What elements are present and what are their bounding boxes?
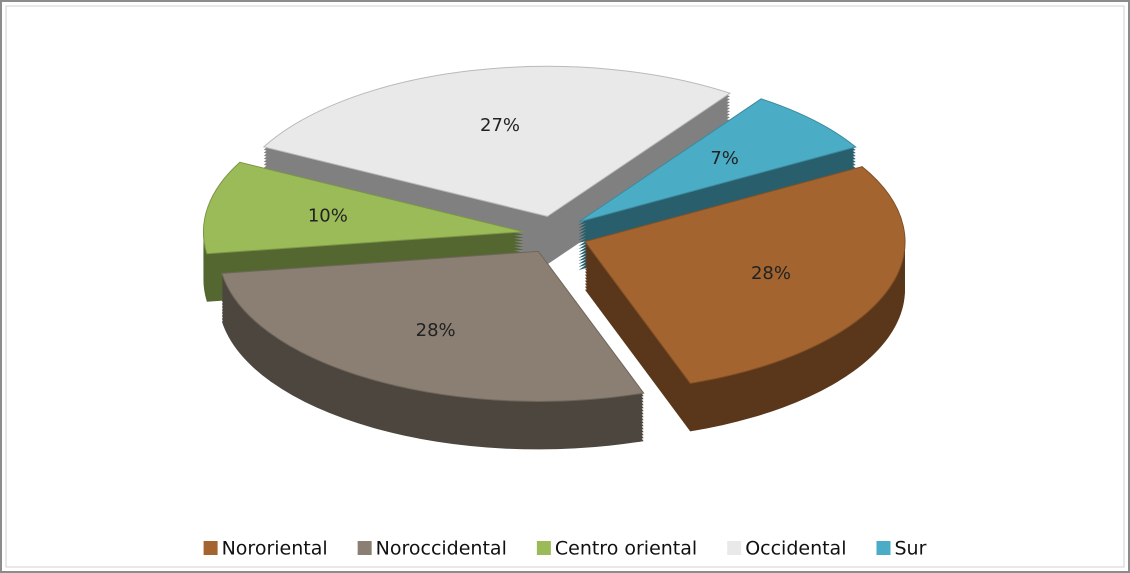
slice — [221, 250, 645, 402]
legend: Nororiental Noroccidental Centro oriental O… — [203, 538, 927, 560]
legend-label: Nororiental — [222, 538, 328, 560]
slice — [578, 98, 857, 223]
data-label: 10% — [308, 205, 348, 226]
legend-swatch — [203, 541, 218, 555]
pie: 28% 28% 10% 27% 7% — [202, 65, 906, 450]
chart-inner-frame — [5, 5, 1125, 568]
legend-label: Centro oriental — [555, 538, 697, 560]
legend-swatch — [876, 541, 891, 555]
legend-label: Occidental — [745, 538, 846, 560]
legend-swatch — [536, 541, 551, 555]
data-label: 28% — [416, 320, 456, 341]
data-label: 28% — [751, 263, 791, 284]
slice — [202, 161, 524, 255]
legend-label: Noroccidental — [376, 538, 507, 560]
legend-swatch — [357, 541, 372, 555]
data-label: 7% — [710, 148, 739, 169]
legend-swatch — [727, 541, 742, 555]
slice — [262, 65, 732, 217]
legend-label: Sur — [894, 538, 926, 560]
data-label: 27% — [480, 115, 520, 136]
slice — [584, 166, 906, 384]
